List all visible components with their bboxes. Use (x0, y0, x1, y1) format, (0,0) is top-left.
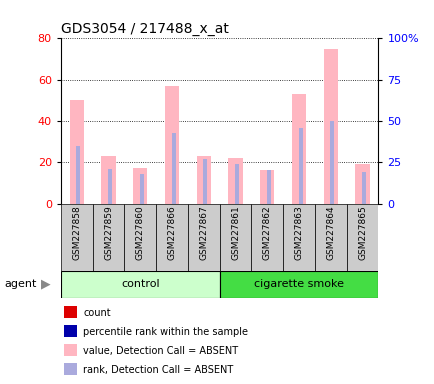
Bar (108, 169, 112, 204)
Bar (61, 271, 219, 298)
Bar (330, 121, 334, 204)
Bar (251, 204, 283, 271)
Bar (228, 158, 242, 204)
Bar (266, 170, 270, 204)
Bar (235, 164, 239, 204)
Text: GSM227859: GSM227859 (104, 205, 113, 260)
Bar (187, 204, 219, 271)
Bar (61, 204, 92, 271)
Bar (64, 306, 77, 318)
Bar (64, 344, 77, 356)
Bar (171, 132, 175, 204)
Bar (283, 204, 314, 271)
Text: GSM227860: GSM227860 (135, 205, 145, 260)
Text: agent: agent (4, 279, 36, 289)
Text: control: control (121, 279, 159, 289)
Bar (133, 169, 147, 204)
Bar (64, 325, 77, 337)
Text: rank, Detection Call = ABSENT: rank, Detection Call = ABSENT (83, 365, 233, 375)
Text: GSM227865: GSM227865 (357, 205, 366, 260)
Text: value, Detection Call = ABSENT: value, Detection Call = ABSENT (83, 346, 238, 356)
Bar (156, 204, 187, 271)
Bar (323, 49, 337, 204)
Bar (92, 204, 124, 271)
Text: GSM227863: GSM227863 (294, 205, 303, 260)
Bar (298, 127, 302, 204)
Bar (196, 156, 210, 204)
Text: percentile rank within the sample: percentile rank within the sample (83, 327, 247, 337)
Text: GSM227864: GSM227864 (326, 205, 335, 260)
Text: GSM227861: GSM227861 (230, 205, 240, 260)
Bar (101, 156, 115, 204)
Bar (164, 86, 179, 204)
Text: GSM227866: GSM227866 (167, 205, 176, 260)
Bar (219, 271, 378, 298)
Bar (346, 204, 378, 271)
Bar (69, 100, 84, 204)
Bar (219, 204, 251, 271)
Bar (355, 164, 369, 204)
Bar (76, 146, 80, 204)
Bar (203, 159, 207, 204)
Text: cigarette smoke: cigarette smoke (253, 279, 343, 289)
Bar (260, 170, 274, 204)
Text: GSM227858: GSM227858 (72, 205, 81, 260)
Bar (291, 94, 306, 204)
Text: GSM227867: GSM227867 (199, 205, 208, 260)
Bar (64, 363, 77, 376)
Text: count: count (83, 308, 111, 318)
Bar (362, 172, 365, 204)
Text: GSM227862: GSM227862 (262, 205, 271, 260)
Bar (140, 174, 144, 204)
Bar (124, 204, 156, 271)
Text: GDS3054 / 217488_x_at: GDS3054 / 217488_x_at (61, 22, 228, 36)
Bar (314, 204, 346, 271)
Text: ▶: ▶ (41, 278, 51, 291)
